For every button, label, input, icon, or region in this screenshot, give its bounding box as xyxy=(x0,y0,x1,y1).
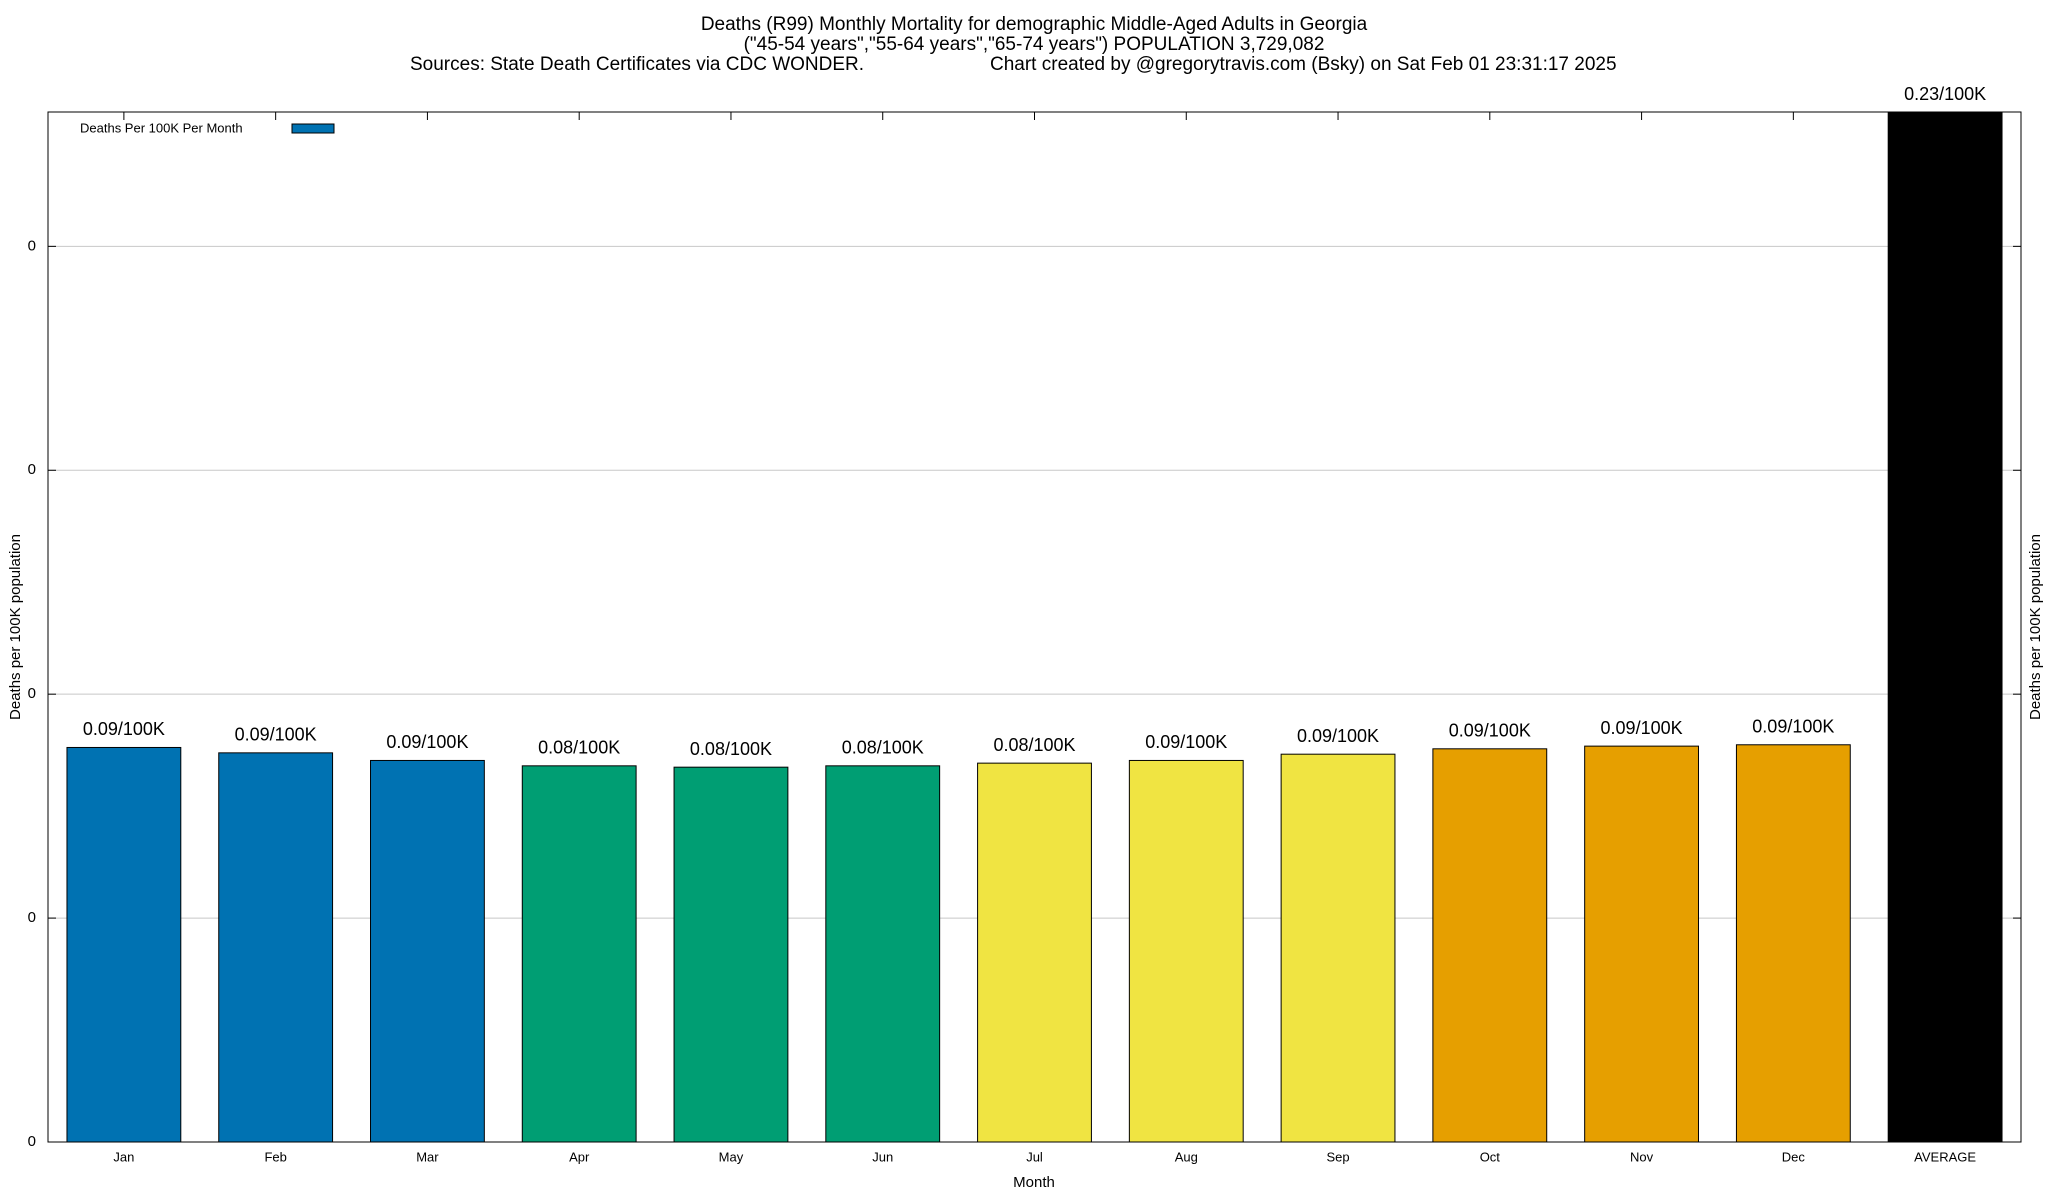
value-label: 0.08/100K xyxy=(842,738,924,758)
bar xyxy=(977,762,1092,1143)
bar xyxy=(218,752,334,1143)
value-label: 0.09/100K xyxy=(235,725,317,745)
credit: Chart created by @gregorytravis.com (Bsk… xyxy=(990,54,1617,75)
x-tick-label: Apr xyxy=(569,1149,590,1164)
y-tick-label: 0 xyxy=(28,685,36,702)
value-label: 0.09/100K xyxy=(83,719,165,739)
x-tick-label: Jul xyxy=(1026,1149,1043,1164)
value-label: 0.08/100K xyxy=(690,739,772,759)
x-tick-label: Sep xyxy=(1326,1149,1349,1164)
y-tick-label: 0 xyxy=(28,461,36,478)
chart-title: Deaths (R99) Monthly Mortality for demog… xyxy=(701,14,1368,35)
bar xyxy=(1887,111,2003,1143)
x-tick-label: Mar xyxy=(416,1149,439,1164)
y-tick-label: 0 xyxy=(28,909,36,926)
x-tick-label: Jan xyxy=(113,1149,134,1164)
x-tick-label: May xyxy=(719,1149,744,1164)
value-label: 0.09/100K xyxy=(1449,721,1531,741)
bar xyxy=(1280,753,1396,1143)
bar xyxy=(1128,759,1244,1143)
x-tick-label: Feb xyxy=(264,1149,286,1164)
x-tick-label: AVERAGE xyxy=(1914,1149,1976,1164)
source: Sources: State Death Certificates via CD… xyxy=(410,54,864,75)
x-tick-label: Jun xyxy=(872,1149,893,1164)
bar xyxy=(673,766,789,1143)
bar xyxy=(66,746,182,1143)
value-label: 0.09/100K xyxy=(1297,726,1379,746)
y-tick-label: 0 xyxy=(28,237,36,254)
x-tick-label: Dec xyxy=(1782,1149,1806,1164)
value-label: 0.09/100K xyxy=(1752,717,1834,737)
bar xyxy=(825,765,941,1143)
bar xyxy=(370,759,485,1143)
bar xyxy=(1735,744,1851,1143)
legend-swatch xyxy=(291,123,335,134)
value-label: 0.23/100K xyxy=(1904,84,1986,104)
y-axis-label: Deaths per 100K population xyxy=(7,534,24,720)
value-label: 0.09/100K xyxy=(1145,732,1227,752)
x-tick-label: Oct xyxy=(1480,1149,1501,1164)
value-label: 0.09/100K xyxy=(1601,718,1683,738)
x-tick-label: Aug xyxy=(1175,1149,1198,1164)
x-tick-label: Nov xyxy=(1630,1149,1654,1164)
y-tick-label: 0 xyxy=(28,1133,36,1150)
legend-label: Deaths Per 100K Per Month xyxy=(80,120,243,135)
bar xyxy=(1432,748,1548,1143)
value-label: 0.08/100K xyxy=(993,735,1075,755)
value-label: 0.08/100K xyxy=(538,738,620,758)
bar xyxy=(521,765,637,1143)
bar xyxy=(1584,745,1699,1143)
x-axis-label: Month xyxy=(1013,1174,1055,1191)
chart-subtitle: ("45-54 years","55-64 years","65-74 year… xyxy=(744,34,1325,55)
value-label: 0.09/100K xyxy=(386,732,468,752)
y2-axis-label: Deaths per 100K population xyxy=(2027,534,2044,720)
